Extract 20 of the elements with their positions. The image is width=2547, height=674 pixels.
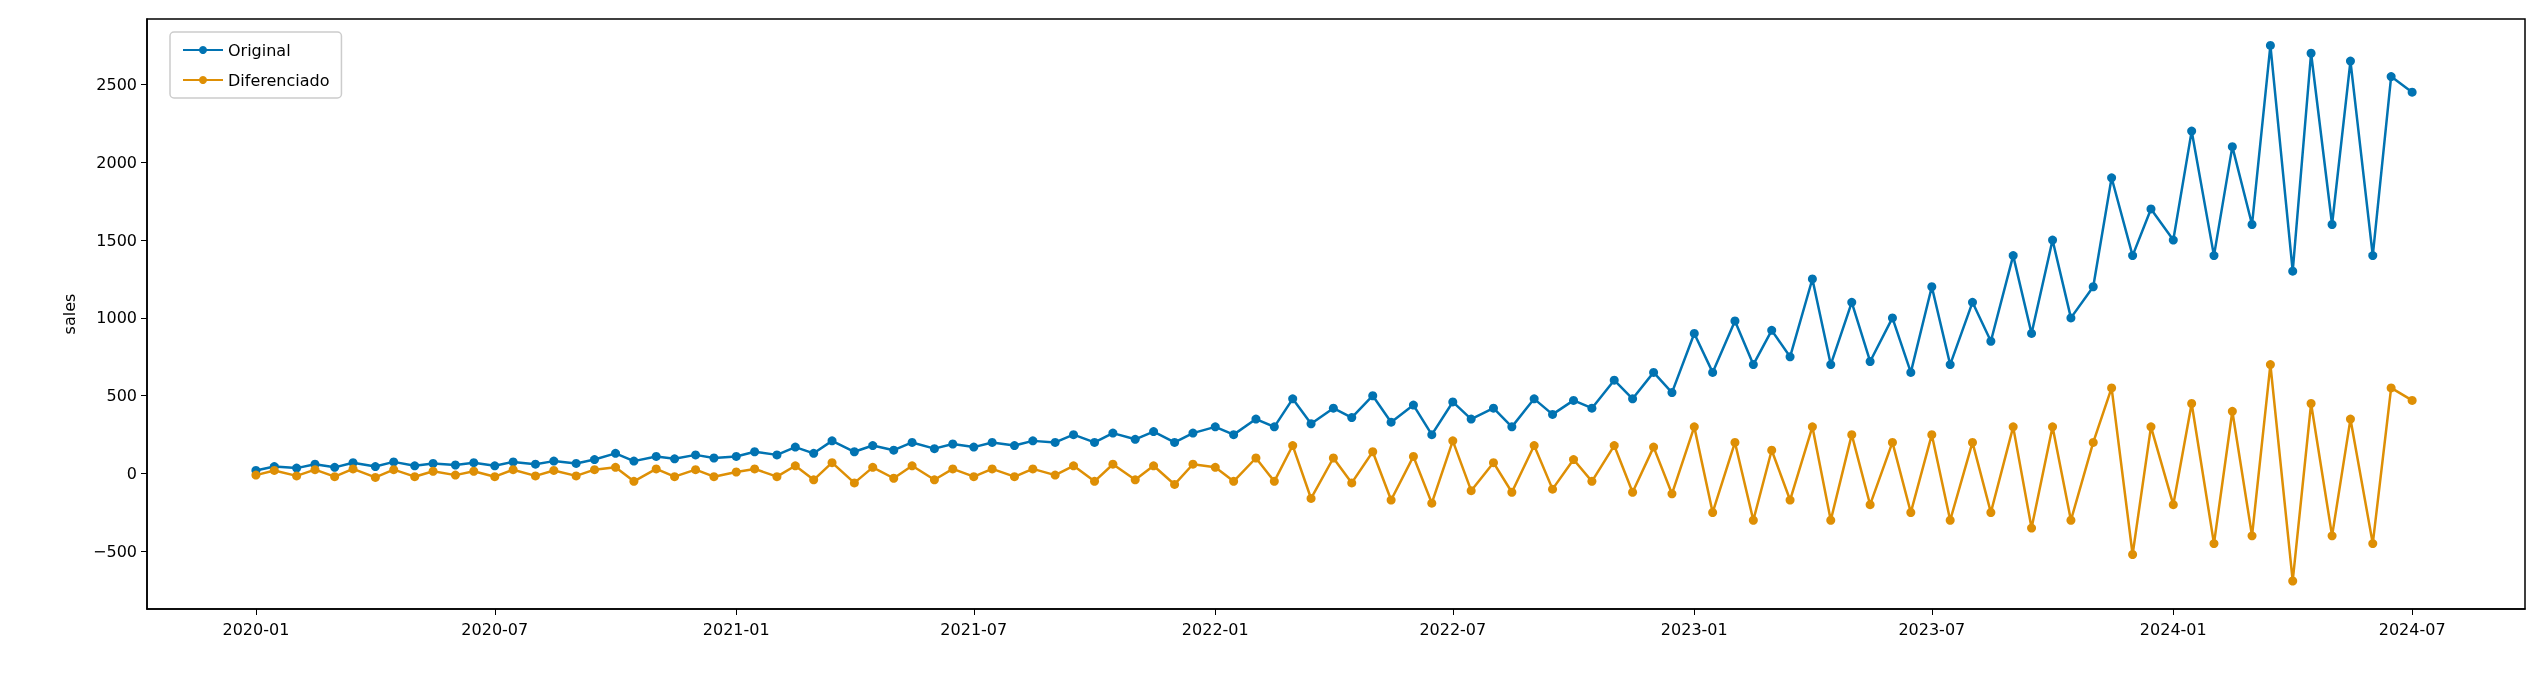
x-tick-label: 2023-07 xyxy=(1898,619,1966,639)
y-tick-label: 0 xyxy=(126,464,137,484)
x-tick-label: 2023-01 xyxy=(1660,619,1728,639)
x-tick-label: 2024-07 xyxy=(2378,619,2446,639)
x-tick-label: 2022-01 xyxy=(1181,619,1249,639)
y-tick-label: 1000 xyxy=(96,308,137,328)
legend-label: Diferenciado xyxy=(228,70,330,90)
x-tick-label: 2020-07 xyxy=(461,619,529,639)
y-tick-label: −500 xyxy=(93,541,137,561)
legend-label: Original xyxy=(228,40,291,60)
x-tick-label: 2021-01 xyxy=(702,619,770,639)
x-tick-label: 2022-07 xyxy=(1419,619,1487,639)
y-tick-label: 500 xyxy=(106,386,137,406)
x-tick-label: 2021-07 xyxy=(940,619,1008,639)
y-tick-label: 2500 xyxy=(96,74,137,94)
y-axis-title: sales xyxy=(59,293,79,335)
y-tick-label: 2000 xyxy=(96,152,137,172)
x-tick-label: 2020-01 xyxy=(222,619,290,639)
x-tick-label: 2024-01 xyxy=(2139,619,2207,639)
y-tick-label: 1500 xyxy=(96,230,137,250)
